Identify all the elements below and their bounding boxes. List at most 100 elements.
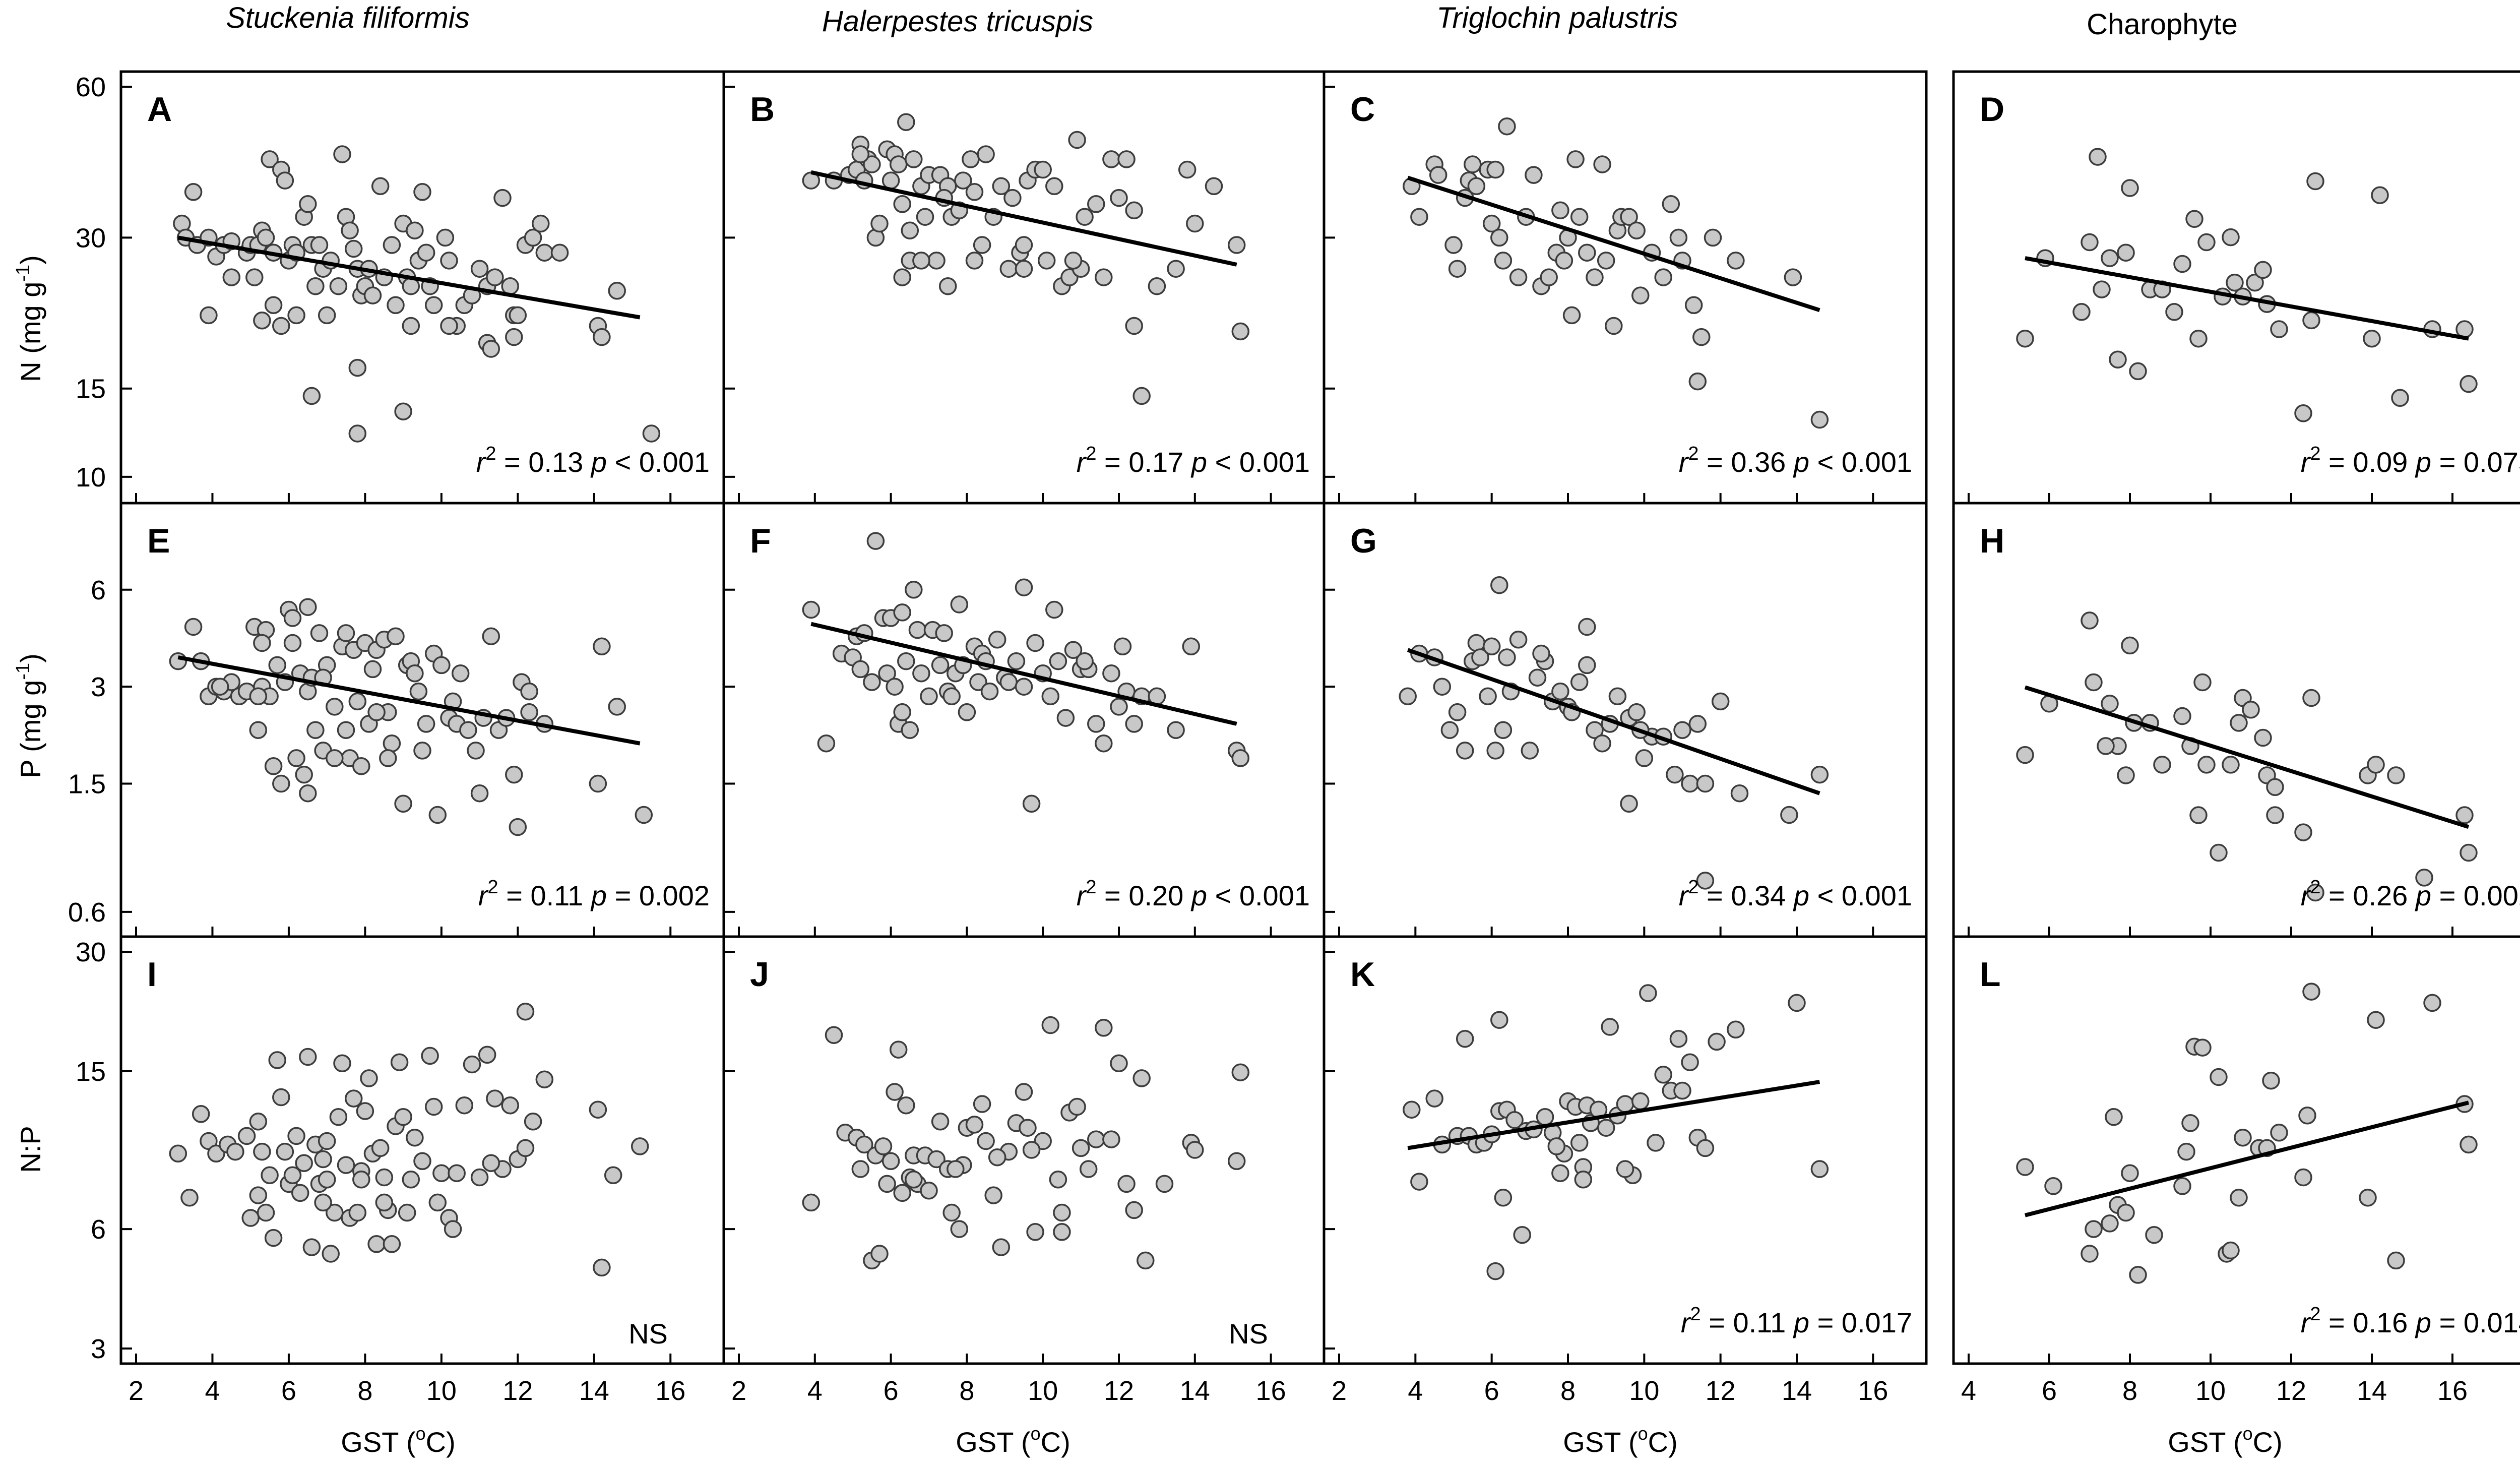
data-point (973, 1095, 991, 1113)
column-titles: Stuckenia filiformis Halerpestes tricusp… (226, 2, 2238, 41)
data-point (226, 1142, 244, 1161)
panel-letter: J (750, 955, 769, 994)
x-tick-label: 16 (1256, 1376, 1286, 1406)
data-point (1095, 1019, 1113, 1037)
data-point (1513, 1226, 1531, 1244)
data-point (2423, 994, 2441, 1012)
data-point (535, 1070, 554, 1088)
data-point (367, 703, 386, 721)
data-point (878, 664, 896, 683)
data-point (2101, 249, 2119, 267)
data-point (352, 757, 370, 775)
data-point (1102, 1130, 1120, 1148)
data-point (1167, 260, 1185, 278)
data-point (2242, 701, 2260, 719)
data-point (2415, 869, 2433, 887)
data-point (2387, 766, 2405, 784)
data-point (302, 1238, 321, 1256)
data-point (1490, 576, 1508, 594)
data-point (1681, 1053, 1699, 1071)
data-point (283, 634, 302, 652)
data-point (1015, 578, 1033, 596)
panel-letter: C (1350, 90, 1375, 129)
data-point (905, 581, 923, 599)
data-point (950, 595, 969, 614)
stat-annotation: r2 = 0.36 p < 0.001 (1679, 443, 1912, 478)
data-point (1155, 1175, 1174, 1193)
data-point (516, 1139, 535, 1157)
data-point (931, 1113, 950, 1131)
data-point (1022, 794, 1041, 813)
data-point (851, 145, 870, 163)
data-point (2294, 1168, 2312, 1187)
x-tick-label: 16 (1858, 1376, 1888, 1406)
data-point (1780, 806, 1798, 824)
data-point (1482, 214, 1501, 233)
data-point (440, 252, 458, 270)
panel-frame (1952, 935, 2520, 1365)
data-point (448, 1164, 466, 1182)
data-point (916, 208, 934, 226)
data-point (1456, 742, 1474, 760)
data-point (2359, 1189, 2377, 1207)
data-point (1608, 687, 1627, 706)
data-point (1110, 189, 1128, 207)
data-point (2230, 714, 2248, 732)
data-point (2298, 1107, 2316, 1125)
data-point (2105, 1108, 2123, 1126)
data-point (2306, 883, 2324, 902)
data-point (318, 1132, 336, 1150)
data-point (604, 1166, 622, 1185)
data-point (2460, 843, 2478, 862)
data-point (299, 195, 317, 213)
data-point (440, 317, 458, 335)
data-point (318, 306, 336, 325)
data-point (169, 652, 187, 670)
x-tick-label: 12 (2276, 1376, 2306, 1406)
data-point (371, 177, 390, 196)
data-point (1125, 317, 1143, 335)
data-point (322, 1245, 340, 1263)
x-tick-label: 8 (959, 1376, 974, 1406)
data-point (1597, 1119, 1615, 1137)
data-point (486, 1089, 504, 1108)
data-point (421, 1047, 439, 1065)
data-point (348, 1203, 367, 1222)
data-point (306, 721, 325, 739)
data-point (390, 1053, 409, 1071)
x-tick-label: 6 (1484, 1376, 1499, 1406)
data-point (977, 145, 995, 163)
data-point (1673, 721, 1691, 739)
data-point (2173, 255, 2191, 273)
data-point (341, 221, 359, 239)
data-point (962, 150, 980, 168)
data-point (211, 678, 229, 696)
row-label-n-text: N (mg g (15, 282, 46, 382)
data-point (2197, 756, 2216, 774)
data-point (2246, 273, 2264, 292)
data-point (287, 1127, 305, 1145)
data-point (413, 183, 431, 201)
data-point (1026, 634, 1044, 652)
data-point (2210, 1068, 2228, 1086)
data-point (1102, 664, 1120, 683)
data-point (1053, 1203, 1071, 1222)
data-point (1498, 648, 1516, 666)
data-point (2266, 778, 2284, 797)
panel-letter: H (1980, 522, 2004, 560)
data-point (2371, 186, 2389, 204)
x-axis-title-2: GST (oC) (956, 1423, 1070, 1458)
row-label-np: N:P (15, 1126, 46, 1173)
panel-letter: E (147, 522, 170, 560)
data-point (1064, 252, 1083, 270)
data-point (1586, 721, 1604, 739)
data-point (1110, 1054, 1128, 1073)
data-point (402, 317, 420, 335)
data-point (470, 784, 489, 803)
data-point (593, 637, 611, 656)
data-point (2173, 707, 2191, 725)
data-point (1696, 1139, 1715, 1157)
data-point (2081, 233, 2099, 252)
data-point (1631, 1092, 1650, 1111)
data-point (326, 698, 344, 716)
